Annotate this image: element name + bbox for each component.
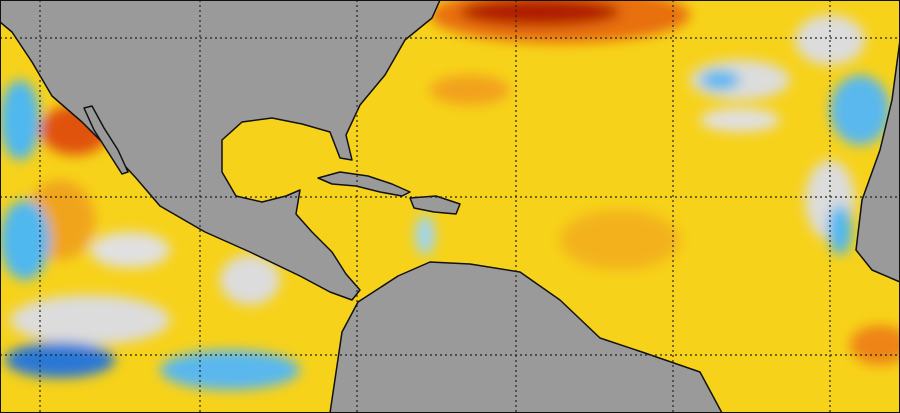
warm-patch — [850, 325, 900, 365]
cuba — [317, 171, 411, 197]
neutral-patch — [700, 108, 780, 132]
hot-patch — [460, 0, 620, 26]
neutral-patch — [10, 295, 170, 345]
warm-patch — [560, 210, 680, 270]
warm-patch — [430, 75, 510, 105]
cool-patch — [0, 80, 40, 160]
anomaly-patches — [0, 0, 900, 390]
africa — [855, 39, 900, 283]
cool-patch — [828, 205, 852, 255]
hispaniola — [409, 195, 461, 215]
baja-california — [83, 105, 129, 175]
neutral-patch — [220, 255, 280, 305]
neutral-patch — [90, 232, 170, 268]
south-america — [329, 261, 723, 413]
cool-patch — [700, 70, 740, 90]
cool-patch — [5, 342, 115, 378]
cool-patch — [0, 200, 50, 280]
cool-patch — [415, 215, 435, 255]
cool-patch — [160, 350, 300, 390]
cool-patch — [830, 75, 890, 145]
